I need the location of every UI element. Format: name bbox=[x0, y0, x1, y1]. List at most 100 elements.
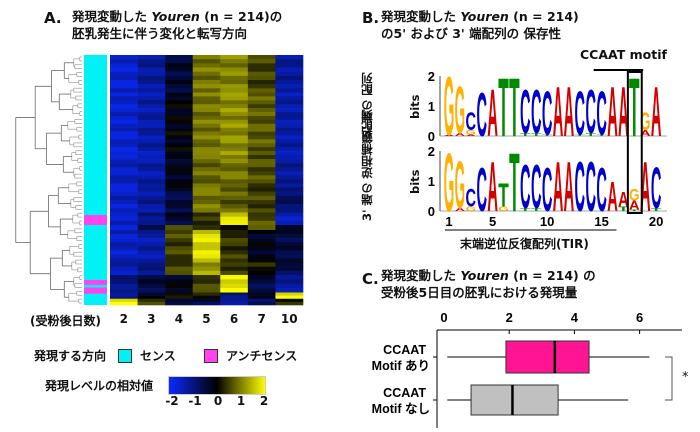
heatmap-cell bbox=[137, 279, 166, 285]
heatmap-cell bbox=[192, 250, 221, 255]
heatmap-cell bbox=[192, 175, 221, 180]
heatmap-cell bbox=[220, 258, 249, 263]
heatmap-cell bbox=[192, 80, 221, 85]
heatmap-cell bbox=[165, 179, 194, 184]
heatmap-cell bbox=[165, 112, 194, 117]
logo-letter-G: G bbox=[444, 59, 454, 153]
heatmap-cell bbox=[110, 234, 138, 239]
heatmap-cell bbox=[247, 242, 276, 247]
heatmap-cell bbox=[275, 139, 304, 144]
heatmap-cell bbox=[110, 191, 138, 197]
heatmap-cell bbox=[247, 234, 276, 239]
heatmap-cell bbox=[192, 167, 221, 172]
heatmap-cell bbox=[192, 254, 221, 259]
logo-letter-T: T bbox=[542, 134, 553, 136]
heatmap-cell bbox=[192, 119, 221, 125]
heatmap-cell bbox=[220, 266, 249, 272]
box-category-label: Motif なし bbox=[372, 402, 430, 416]
logo-letter-A: A bbox=[455, 208, 466, 213]
box-x-tick: 2 bbox=[506, 310, 513, 325]
logo-letter-T: T bbox=[498, 61, 509, 154]
heatmap-cell bbox=[220, 75, 249, 81]
heatmap-cell bbox=[275, 167, 304, 172]
heatmap-cell bbox=[247, 279, 276, 285]
heatmap-cell bbox=[247, 147, 276, 152]
heatmap-cell bbox=[110, 270, 138, 276]
heatmap-cell bbox=[137, 216, 166, 222]
heatmap-cell bbox=[275, 191, 304, 197]
heatmap-cell bbox=[165, 171, 194, 176]
heatmap-cell bbox=[192, 84, 221, 89]
heatmap-cell bbox=[192, 204, 221, 209]
logo-letter-A: A bbox=[618, 188, 629, 211]
heatmap-cell bbox=[192, 159, 221, 164]
logo-letter-G: G bbox=[498, 206, 508, 213]
heatmap-cell bbox=[137, 301, 166, 306]
heatmap-cell bbox=[110, 104, 138, 109]
heatmap-cell bbox=[220, 298, 249, 303]
heatmap-cell bbox=[137, 225, 166, 231]
heatmap-cell bbox=[220, 270, 249, 276]
heatmap-cell bbox=[220, 183, 249, 188]
heatmap-cell bbox=[110, 204, 138, 209]
heatmap-cell bbox=[275, 75, 304, 81]
heatmap-cell bbox=[110, 288, 138, 293]
heatmap-cell bbox=[165, 84, 194, 89]
heatmap-cell bbox=[275, 183, 304, 188]
heatmap-cell bbox=[165, 258, 194, 263]
logo-letter-T: T bbox=[531, 132, 542, 137]
heatmap-cell bbox=[192, 71, 221, 77]
heatmap-cell bbox=[192, 139, 221, 144]
heatmap-cell bbox=[192, 238, 221, 243]
heatmap-cell bbox=[110, 301, 138, 306]
logo-y-tick: 0 bbox=[428, 129, 435, 144]
heatmap-cell bbox=[110, 163, 138, 168]
heatmap-cell bbox=[192, 212, 221, 217]
heatmap-cell bbox=[137, 123, 166, 128]
heatmap-cell bbox=[247, 135, 276, 140]
heatmap-cell bbox=[247, 183, 276, 188]
heatmap-cell bbox=[165, 230, 194, 235]
heatmap-cell bbox=[275, 88, 304, 93]
sense-swatch bbox=[118, 349, 132, 363]
heatmap-cell bbox=[247, 254, 276, 259]
logo-letter-A: A bbox=[640, 147, 651, 226]
heatmap-cell bbox=[220, 275, 249, 280]
heatmap-cell bbox=[165, 123, 194, 128]
day-label: 2 bbox=[119, 312, 128, 326]
heatmap-cell bbox=[137, 155, 166, 160]
heatmap-cell bbox=[247, 238, 276, 243]
day-label: 4 bbox=[174, 312, 184, 326]
logo-letter-T: T bbox=[520, 132, 531, 137]
heatmap-cell bbox=[220, 131, 249, 136]
heatmap-cell bbox=[137, 266, 166, 272]
heatmap-cell bbox=[110, 67, 138, 72]
box-x-tick: 0 bbox=[440, 310, 447, 325]
heatmap-cell bbox=[192, 279, 221, 285]
heatmap-cell bbox=[192, 108, 221, 113]
logo-letter-T: T bbox=[618, 205, 629, 212]
heatmap-cell bbox=[275, 115, 304, 121]
heatmap-cell bbox=[275, 270, 304, 276]
heatmap-cell bbox=[275, 220, 304, 226]
heatmap-cell bbox=[165, 301, 194, 306]
heatmap-cell bbox=[220, 171, 249, 176]
heatmap-cell bbox=[110, 175, 138, 180]
heatmap-cell bbox=[247, 108, 276, 113]
heatmap-cell bbox=[275, 71, 304, 77]
heatmap-cell bbox=[165, 167, 194, 172]
heatmap-cell bbox=[192, 301, 221, 306]
heatmap-cell bbox=[275, 230, 304, 235]
significance-bracket bbox=[665, 356, 673, 401]
heatmap-cell bbox=[110, 75, 138, 81]
panel-c-title: 発現変動した Youren (n = 214) の 受粉後5日目の胚乳における発… bbox=[381, 267, 596, 301]
logo-letter-T: T bbox=[585, 132, 596, 137]
heatmap-cell bbox=[220, 250, 249, 255]
heatmap-cell bbox=[192, 123, 221, 128]
logo-letter-A: A bbox=[618, 72, 629, 151]
heatmap-cell bbox=[165, 195, 194, 201]
heatmap-cell bbox=[247, 67, 276, 72]
box-iqr bbox=[470, 384, 559, 416]
heatmap-cell bbox=[137, 234, 166, 239]
heatmap-cell bbox=[192, 266, 221, 272]
